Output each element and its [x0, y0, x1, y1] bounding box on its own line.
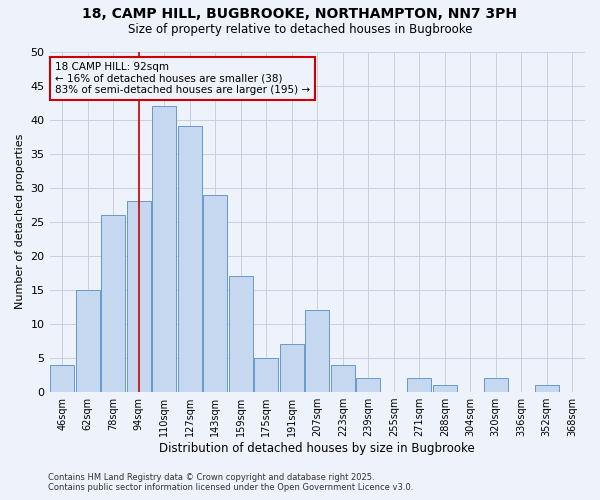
Bar	[50, 365, 74, 392]
Text: 18 CAMP HILL: 92sqm
← 16% of detached houses are smaller (38)
83% of semi-detach: 18 CAMP HILL: 92sqm ← 16% of detached ho…	[55, 62, 310, 95]
Bar	[305, 310, 329, 392]
Bar	[280, 344, 304, 392]
Bar	[331, 365, 355, 392]
Bar	[484, 378, 508, 392]
Bar	[203, 194, 227, 392]
Y-axis label: Number of detached properties: Number of detached properties	[15, 134, 25, 310]
Bar	[407, 378, 431, 392]
Bar	[127, 202, 151, 392]
Bar	[356, 378, 380, 392]
Text: Size of property relative to detached houses in Bugbrooke: Size of property relative to detached ho…	[128, 22, 472, 36]
Bar	[178, 126, 202, 392]
Bar	[254, 358, 278, 392]
Bar	[76, 290, 100, 392]
Text: 18, CAMP HILL, BUGBROOKE, NORTHAMPTON, NN7 3PH: 18, CAMP HILL, BUGBROOKE, NORTHAMPTON, N…	[83, 8, 517, 22]
Bar	[229, 276, 253, 392]
Bar	[433, 386, 457, 392]
Text: Contains HM Land Registry data © Crown copyright and database right 2025.
Contai: Contains HM Land Registry data © Crown c…	[48, 473, 413, 492]
X-axis label: Distribution of detached houses by size in Bugbrooke: Distribution of detached houses by size …	[160, 442, 475, 455]
Bar	[535, 386, 559, 392]
Bar	[152, 106, 176, 392]
Bar	[101, 215, 125, 392]
